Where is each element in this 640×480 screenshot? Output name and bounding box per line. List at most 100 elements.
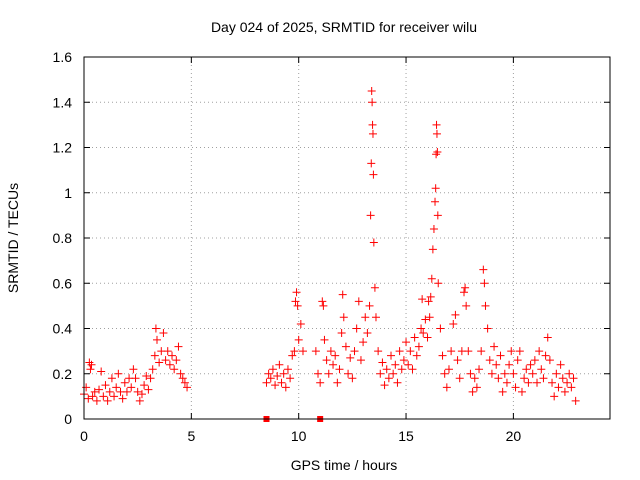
data-point <box>298 347 307 356</box>
data-point <box>165 360 174 369</box>
data-point <box>517 387 526 396</box>
data-point <box>404 360 413 369</box>
data-point <box>311 347 320 356</box>
data-point <box>103 396 112 405</box>
data-point <box>367 159 376 168</box>
data-point <box>176 369 185 378</box>
data-point <box>292 288 301 297</box>
chart-title: Day 024 of 2025, SRMTID for receiver wil… <box>211 19 477 35</box>
data-point <box>369 170 378 179</box>
data-point <box>338 290 347 299</box>
data-point <box>515 347 524 356</box>
data-point <box>535 347 544 356</box>
data-point <box>341 342 350 351</box>
y-tick-label: 0 <box>64 411 72 427</box>
data-point <box>470 374 479 383</box>
data-point <box>155 358 164 367</box>
y-tick-label: 1.4 <box>53 94 73 110</box>
data-point <box>326 347 335 356</box>
x-axis-label: GPS time / hours <box>291 457 398 473</box>
data-point <box>159 329 168 338</box>
data-point <box>425 313 434 322</box>
data-point <box>322 356 331 365</box>
data-point <box>168 351 177 360</box>
data-point <box>294 335 303 344</box>
data-point <box>442 383 451 392</box>
data-point <box>339 313 348 322</box>
data-point <box>384 374 393 383</box>
data-point <box>148 365 157 374</box>
data-point <box>541 351 550 360</box>
data-point <box>526 360 535 369</box>
data-point <box>402 338 411 347</box>
data-point <box>545 356 554 365</box>
data-point <box>354 297 363 306</box>
data-point <box>399 356 408 365</box>
data-point <box>494 374 503 383</box>
data-point <box>537 365 546 374</box>
data-point <box>447 347 456 356</box>
data-point <box>424 297 433 306</box>
data-point <box>479 265 488 274</box>
data-point <box>440 369 449 378</box>
data-point <box>498 387 507 396</box>
data-point <box>133 387 142 396</box>
data-point <box>449 319 458 328</box>
data-point <box>120 378 129 387</box>
data-point <box>432 150 441 159</box>
data-point <box>271 381 280 390</box>
data-point <box>397 365 406 374</box>
data-point <box>433 148 442 157</box>
data-point <box>485 356 494 365</box>
data-point <box>318 297 327 306</box>
data-point <box>370 283 379 292</box>
data-point <box>146 374 155 383</box>
data-point <box>387 351 396 360</box>
data-point <box>142 372 151 381</box>
data-point <box>569 374 578 383</box>
data-point <box>118 394 127 403</box>
data-point <box>268 365 277 374</box>
data-point <box>174 342 183 351</box>
data-point <box>466 369 475 378</box>
data-point <box>320 335 329 344</box>
data-point <box>180 378 189 387</box>
data-point <box>363 329 372 338</box>
data-point <box>367 86 376 95</box>
y-tick-label: 1.2 <box>53 140 73 156</box>
data-point <box>552 369 561 378</box>
data-point <box>369 238 378 247</box>
data-point <box>161 356 170 365</box>
data-point <box>359 338 368 347</box>
data-point <box>414 342 423 351</box>
y-tick-label: 0.6 <box>53 275 73 291</box>
data-point <box>496 351 505 360</box>
data-point <box>266 374 275 383</box>
data-point <box>412 351 421 360</box>
data-point <box>431 184 440 193</box>
data-point <box>464 347 473 356</box>
x-tick-label: 5 <box>187 428 195 444</box>
data-point <box>565 369 574 378</box>
data-point <box>114 369 123 378</box>
data-point <box>275 360 284 369</box>
data-point <box>500 369 509 378</box>
data-point <box>556 360 565 369</box>
data-point <box>112 383 121 392</box>
data-point <box>418 295 427 304</box>
data-point <box>460 288 469 297</box>
data-point <box>291 297 300 306</box>
data-point <box>95 385 104 394</box>
data-point <box>129 365 138 374</box>
data-point <box>428 245 437 254</box>
y-axis-label: SRMTID / TECUs <box>5 183 21 293</box>
data-point <box>110 392 119 401</box>
data-point <box>543 333 552 342</box>
data-point <box>374 347 383 356</box>
data-point <box>107 374 116 383</box>
data-point <box>520 374 529 383</box>
data-point <box>426 292 435 301</box>
data-point <box>391 360 400 369</box>
data-point <box>273 372 282 381</box>
